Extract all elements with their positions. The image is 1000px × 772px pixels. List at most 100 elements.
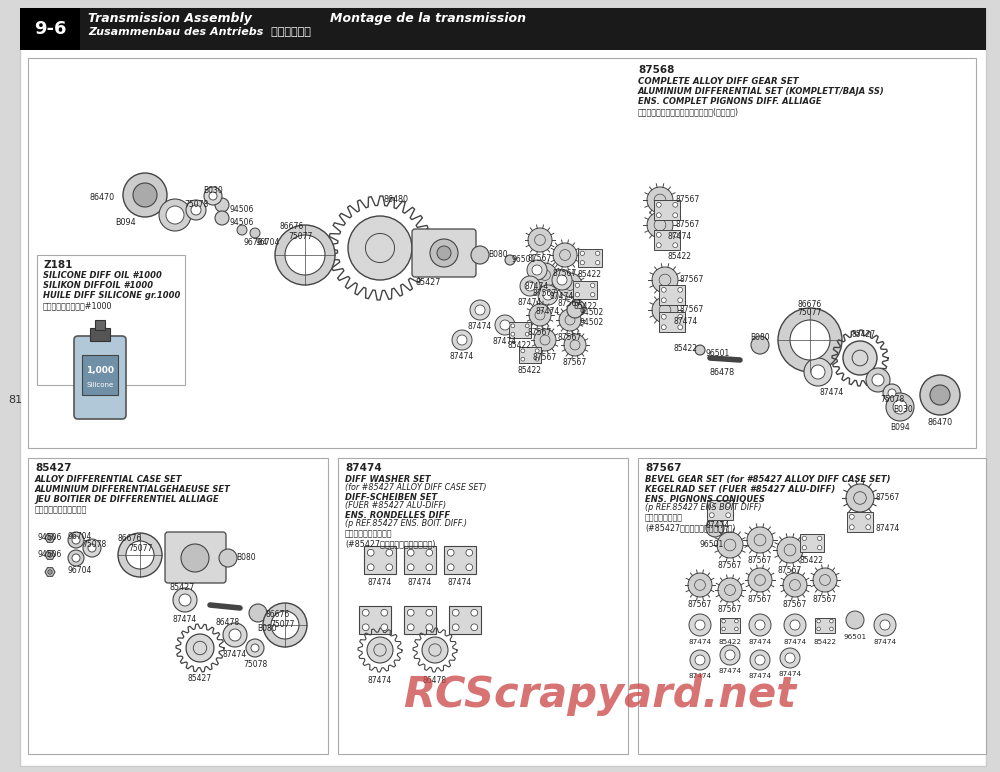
Text: 87567: 87567 [528,254,552,263]
Circle shape [123,173,167,217]
Text: ALUMINIUM DIFFERENTIALGEHAEUSE SET: ALUMINIUM DIFFERENTIALGEHAEUSE SET [35,485,231,494]
Circle shape [748,568,772,592]
Circle shape [690,650,710,670]
Circle shape [520,276,540,296]
Circle shape [656,232,661,237]
Circle shape [695,620,705,630]
Text: 81: 81 [8,395,22,405]
Bar [404,546,436,574]
Text: 87568: 87568 [638,65,674,75]
Text: 87567: 87567 [533,353,557,362]
Circle shape [553,243,577,267]
Circle shape [678,287,683,292]
Circle shape [755,655,765,665]
Circle shape [565,315,575,325]
Circle shape [475,305,485,315]
Circle shape [528,228,552,252]
Text: 87474: 87474 [550,292,574,301]
Circle shape [540,269,550,280]
Text: Transmission Assembly: Transmission Assembly [88,12,252,25]
Circle shape [874,614,896,636]
Text: Zusammenbau des Antriebs  駆動系展開図: Zusammenbau des Antriebs 駆動系展開図 [88,26,311,36]
Text: 87567: 87567 [528,328,552,337]
Text: 75078: 75078 [243,660,267,669]
Text: デフワッシャーセット: デフワッシャーセット [345,529,392,538]
Circle shape [790,320,830,360]
Text: B030: B030 [203,186,223,195]
Circle shape [381,624,388,631]
Circle shape [883,384,901,402]
Circle shape [749,614,771,636]
Circle shape [250,228,260,238]
Text: 87567: 87567 [778,566,802,575]
Circle shape [173,588,197,612]
Text: 86470: 86470 [90,193,115,202]
Text: 85427: 85427 [170,583,195,592]
FancyBboxPatch shape [165,532,226,583]
Bar [659,285,685,305]
Circle shape [422,637,448,663]
Text: 87474: 87474 [368,676,392,685]
Text: 87567: 87567 [645,463,682,473]
Text: 87567: 87567 [748,595,772,604]
Circle shape [525,281,535,291]
Circle shape [471,609,478,616]
Text: B094: B094 [890,423,910,432]
Circle shape [374,644,386,656]
Text: KEGELRAD SET (FUER #85427 ALU-DIFF): KEGELRAD SET (FUER #85427 ALU-DIFF) [645,485,835,494]
Circle shape [426,550,433,556]
Circle shape [470,300,490,320]
Bar [578,249,602,267]
Circle shape [843,341,877,375]
Circle shape [720,645,740,665]
Circle shape [223,623,247,647]
Text: 87474: 87474 [706,521,730,530]
Bar [573,281,597,299]
Text: 87474: 87474 [668,232,692,241]
Circle shape [204,187,222,205]
Text: B094: B094 [115,218,136,227]
Circle shape [209,192,217,200]
Circle shape [535,349,539,353]
Bar [707,500,733,520]
Text: 85422: 85422 [800,556,824,565]
Circle shape [365,233,395,262]
Circle shape [790,580,800,591]
Text: 87474: 87474 [468,322,492,331]
Text: 87567: 87567 [783,600,807,609]
Circle shape [695,580,705,591]
Text: 96704: 96704 [243,238,267,247]
Text: コンプリートメタルデフギアセット(組立済み): コンプリートメタルデフギアセット(組立済み) [638,107,739,116]
Circle shape [678,298,683,303]
Circle shape [673,213,678,218]
Text: B080: B080 [488,250,508,259]
Text: DIFF-SCHEIBEN SET: DIFF-SCHEIBEN SET [345,493,437,502]
Circle shape [68,550,84,566]
Circle shape [367,637,393,663]
Text: (for #85427 ALLOY DIFF CASE SET): (for #85427 ALLOY DIFF CASE SET) [345,483,486,492]
Circle shape [654,219,666,231]
Circle shape [471,246,489,264]
Circle shape [495,315,515,335]
Text: 75078: 75078 [880,395,904,404]
Text: 85427: 85427 [852,330,876,339]
Text: 87474: 87474 [525,282,549,291]
Circle shape [452,330,472,350]
Circle shape [559,309,581,331]
Circle shape [695,655,705,665]
Circle shape [535,235,545,245]
Circle shape [888,389,896,397]
Circle shape [751,336,769,354]
Text: (FUER #85427 ALU-DIFF): (FUER #85427 ALU-DIFF) [345,501,446,510]
Text: 94506: 94506 [37,550,61,559]
Circle shape [709,503,714,507]
Circle shape [381,609,388,616]
Bar [720,618,740,632]
Text: 87567: 87567 [718,605,742,614]
Circle shape [778,308,842,372]
Circle shape [386,564,393,571]
Text: 85422: 85422 [673,344,697,353]
Bar [95,320,105,330]
Text: 87567: 87567 [675,220,699,229]
Circle shape [179,594,191,606]
